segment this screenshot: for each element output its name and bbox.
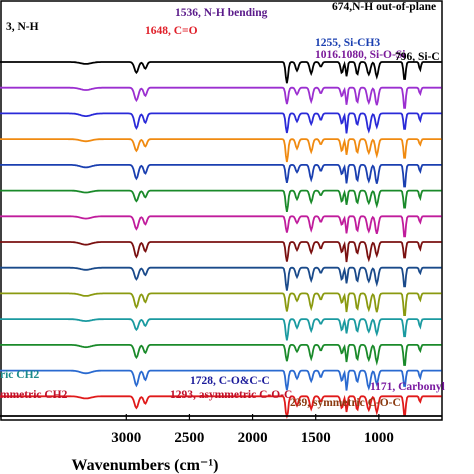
plot-frame — [0, 0, 443, 421]
spectrum-line-12 — [0, 343, 442, 366]
annotation-label: 674,N-H out-of-plane — [332, 1, 436, 13]
spectrum-line-6 — [0, 189, 442, 212]
spectrum-line-8 — [0, 241, 442, 263]
x-tick-label: 2000 — [238, 430, 268, 446]
spectrum-line-1 — [0, 60, 442, 84]
x-axis-label: Wavenumbers (cm⁻¹) — [72, 457, 219, 474]
spectrum-line-3 — [0, 112, 442, 134]
spectrum-line-14 — [0, 394, 442, 420]
x-tick-label: 2500 — [174, 430, 204, 446]
plot-area — [0, 0, 443, 421]
annotation-label: 3, N-H — [6, 21, 39, 33]
annotation-label: 1536, N-H bending — [175, 7, 268, 19]
x-axis: 3000 2500 2000 1500 1000 — [111, 414, 394, 446]
annotation-label: 1016.1080, Si-O-Si — [315, 49, 406, 61]
x-tick-label: 1000 — [364, 430, 394, 446]
spectrum-line-13 — [0, 369, 442, 391]
annotation-label: 1293, asymmetric C-O-C — [170, 389, 292, 401]
annotations: 1536, N-H bending 674,N-H out-of-plane 3, … — [0, 1, 445, 409]
spectrum-line-9 — [0, 266, 442, 291]
annotation-label: 239, symmetric C-O-C — [290, 397, 401, 409]
annotation-label: mmetric CH2 — [0, 389, 68, 401]
x-tick-label: 1500 — [301, 430, 331, 446]
annotation-label: 1171, Carbonyl — [370, 381, 445, 393]
annotation-label: 1728, C-O&C-C — [190, 375, 270, 387]
x-tick-label: 3000 — [111, 430, 141, 446]
annotation-label: 1648, C=O — [145, 25, 198, 37]
spectrum-line-11 — [0, 317, 442, 341]
spectrum-line-2 — [0, 86, 442, 109]
annotation-label: 796, Si-C — [395, 51, 440, 63]
spectrum-line-7 — [0, 215, 442, 238]
spectrum-line-4 — [0, 137, 442, 163]
annotation-label: ric CH2 — [0, 369, 40, 381]
spectrum-line-5 — [0, 163, 442, 188]
annotation-label: 1255, Si-CH3 — [315, 37, 380, 49]
spectrum-line-10 — [0, 292, 442, 317]
